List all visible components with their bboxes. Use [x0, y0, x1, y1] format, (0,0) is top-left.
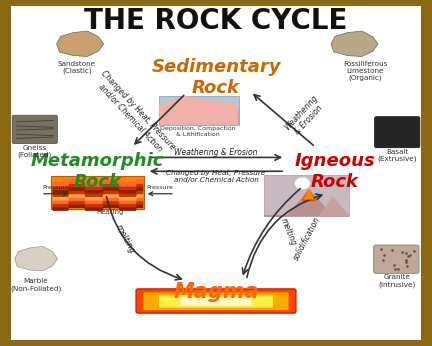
FancyBboxPatch shape: [375, 117, 420, 148]
Text: Changed by Heat, Pressure
and/or Chemical Action: Changed by Heat, Pressure and/or Chemica…: [166, 170, 266, 183]
Polygon shape: [331, 31, 378, 56]
FancyBboxPatch shape: [51, 176, 144, 209]
Polygon shape: [160, 101, 238, 124]
Text: THE ROCK CYCLE: THE ROCK CYCLE: [84, 7, 348, 35]
Polygon shape: [302, 190, 315, 201]
Text: Sandstone
(Clastic): Sandstone (Clastic): [58, 61, 96, 74]
Text: Granite
(Intrusive): Granite (Intrusive): [378, 274, 415, 288]
Text: Changed by Heat, Pressure
and/or Chemical Action: Changed by Heat, Pressure and/or Chemica…: [91, 69, 177, 159]
Text: melting: melting: [114, 222, 137, 255]
Text: Weathering & Erosion: Weathering & Erosion: [174, 148, 258, 157]
Text: Fossiliferous
Limestone
(Organic): Fossiliferous Limestone (Organic): [343, 61, 387, 81]
Text: Basalt
(Extrusive): Basalt (Extrusive): [378, 149, 417, 162]
FancyBboxPatch shape: [181, 297, 251, 306]
FancyBboxPatch shape: [374, 245, 419, 273]
Text: Weathering
& Erosion: Weathering & Erosion: [282, 93, 327, 139]
FancyBboxPatch shape: [159, 96, 239, 125]
Text: Magma: Magma: [173, 282, 259, 302]
Text: Sedimentary
Rock: Sedimentary Rock: [151, 58, 281, 97]
Text: melting: melting: [279, 217, 298, 247]
Text: Pressure: Pressure: [43, 185, 70, 190]
Polygon shape: [15, 246, 57, 271]
Polygon shape: [160, 105, 238, 124]
FancyBboxPatch shape: [143, 292, 289, 310]
FancyBboxPatch shape: [264, 175, 349, 216]
Polygon shape: [160, 97, 238, 124]
FancyBboxPatch shape: [159, 295, 273, 308]
Text: Deposition, Compaction
& Lithification: Deposition, Compaction & Lithification: [160, 126, 236, 137]
FancyBboxPatch shape: [11, 6, 421, 340]
Circle shape: [295, 177, 310, 190]
FancyBboxPatch shape: [12, 115, 57, 144]
Text: Marble
(Non-Foliated): Marble (Non-Foliated): [10, 278, 61, 292]
Text: Gneiss
(Foliated): Gneiss (Foliated): [17, 145, 52, 158]
Text: Igneous
Rock: Igneous Rock: [295, 152, 375, 191]
Text: Metamorphic
Rock: Metamorphic Rock: [31, 152, 164, 191]
Polygon shape: [320, 197, 349, 216]
Polygon shape: [264, 190, 349, 216]
Text: Heating: Heating: [96, 209, 124, 215]
Polygon shape: [57, 31, 104, 56]
Text: Pressure: Pressure: [146, 185, 173, 190]
Polygon shape: [305, 190, 313, 199]
Polygon shape: [160, 109, 238, 124]
Text: solidification: solidification: [292, 215, 322, 262]
FancyBboxPatch shape: [136, 289, 296, 313]
